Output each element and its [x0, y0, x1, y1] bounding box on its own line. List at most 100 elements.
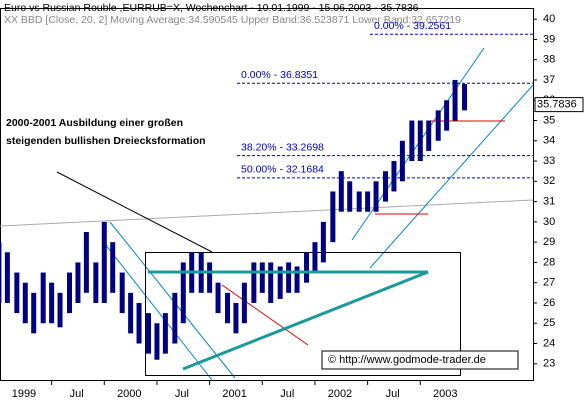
price-bar [67, 272, 73, 314]
price-bar [320, 221, 326, 263]
last-price-label: 35.7836 [537, 99, 577, 111]
price-bar [49, 282, 55, 324]
price-bar [22, 282, 28, 324]
price-bar [435, 110, 441, 141]
y-tick-label: 39 [543, 33, 555, 45]
callout-line [56, 171, 213, 253]
price-bar [180, 262, 186, 324]
price-bar [462, 84, 468, 111]
red-line [221, 284, 309, 346]
price-bar [241, 282, 247, 324]
price-bar [356, 191, 362, 212]
annotation: steigenden bullishen Dreiecksformation [6, 135, 206, 147]
price-bar [4, 252, 10, 303]
last-price-box [534, 97, 584, 113]
y-tick-label: 33 [543, 155, 555, 167]
price-bar [225, 292, 231, 324]
price-bar [286, 262, 292, 293]
x-tick-label: Jul [386, 388, 400, 400]
price-bar [162, 313, 168, 354]
moving-average-line [0, 199, 534, 227]
y-tick-label: 34 [543, 135, 555, 147]
x-tick-label: 2001 [222, 388, 246, 400]
price-bar [0, 242, 2, 303]
price-bar [75, 262, 81, 303]
price-bar [347, 181, 353, 212]
y-tick-label: 35 [543, 114, 555, 126]
y-tick-label: 37 [543, 74, 555, 86]
price-bar [215, 282, 221, 314]
copyright-box [321, 350, 519, 370]
price-bar [268, 262, 274, 303]
y-tick-label: 27 [543, 277, 555, 289]
annotation: 2000-2001 Ausbildung einer großen [6, 117, 183, 129]
price-bar [409, 120, 415, 162]
plot-frame [0, 8, 534, 381]
y-tick-label: 25 [543, 317, 555, 329]
y-tick-label: 30 [543, 216, 555, 228]
x-tick-label: Jul [280, 388, 294, 400]
price-bar [444, 100, 450, 131]
x-tick-label: 2000 [117, 388, 141, 400]
chart-title: Euro vs Russian Rouble ,EURRUB=X, Wochen… [4, 2, 419, 14]
price-bar [154, 323, 160, 360]
x-tick-label: Jul [70, 388, 84, 400]
price-bar [338, 171, 344, 212]
price-bar [57, 292, 63, 328]
y-tick-label: 23 [543, 358, 555, 370]
fib-label: 38.20% - 33.2698 [241, 141, 324, 153]
price-bar [373, 181, 379, 212]
x-tick-label: 1999 [12, 388, 36, 400]
price-bar [452, 79, 458, 121]
price-bar [391, 161, 397, 192]
price-bar [312, 242, 318, 273]
y-tick-label: 29 [543, 236, 555, 248]
y-tick-label: 38 [543, 54, 555, 66]
y-tick-label: 26 [543, 297, 555, 309]
price-bar [110, 242, 116, 293]
fib-label: 0.00% - 36.8351 [241, 69, 318, 81]
price-bar [417, 120, 423, 162]
triangle-box [145, 252, 461, 376]
price-bar [207, 262, 213, 293]
price-bar [146, 313, 152, 354]
price-bar [31, 292, 37, 334]
price-bar [233, 302, 239, 334]
price-bar [383, 171, 389, 202]
price-bar [399, 140, 405, 182]
channel-lower [369, 84, 534, 269]
downtrend-line [104, 243, 213, 381]
y-tick-label: 31 [543, 196, 555, 208]
triangle [148, 270, 429, 371]
triangle-bottom [182, 270, 429, 371]
price-bar [330, 191, 336, 243]
price-bar [365, 191, 371, 212]
price-bar [136, 302, 142, 344]
price-bar [83, 232, 89, 293]
price-bar [128, 292, 134, 334]
price-bar [277, 266, 283, 299]
price-bar [14, 272, 20, 314]
y-tick-label: 40 [543, 13, 555, 25]
price-bar [426, 120, 432, 151]
price-bars [0, 79, 468, 360]
price-bar [93, 262, 99, 303]
x-tick-label: 2002 [328, 388, 352, 400]
y-tick-label: 24 [543, 337, 555, 349]
price-bar [119, 272, 125, 314]
price-bar [304, 252, 310, 283]
x-tick-label: Jul [175, 388, 189, 400]
y-tick-label: 28 [543, 256, 555, 268]
price-bar [251, 262, 257, 303]
fib-label: 0.00% - 39.2561 [374, 20, 451, 32]
copyright: © http://www.godmode-trader.de [328, 354, 486, 366]
fib-label: 50.00% - 32.1684 [241, 164, 324, 176]
chart-subtitle: XX BBD [Close, 20, 2] Moving Average:34.… [4, 14, 461, 26]
price-bar [101, 221, 107, 303]
y-tick-label: 32 [543, 175, 555, 187]
x-tick-label: 2003 [433, 388, 457, 400]
price-bar [294, 266, 300, 293]
price-bar [259, 262, 265, 293]
